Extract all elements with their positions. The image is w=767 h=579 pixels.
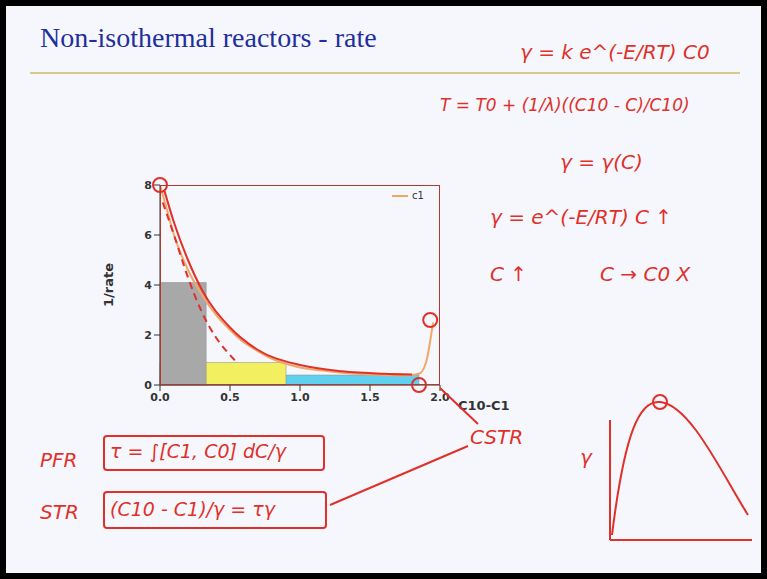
html-text:C ↑: C ↑ <box>490 262 528 286</box>
html-text:T = T0 + (1/λ)((C10 - C)/C10): T = T0 + (1/λ)((C10 - C)/C10) <box>440 95 690 115</box>
html-text:C10-C1: C10-C1 <box>458 398 510 413</box>
html-text:PFR: PFR <box>40 448 78 472</box>
svg-text:1.0: 1.0 <box>290 391 310 404</box>
html-text:C → C0 X: C → C0 X <box>600 262 691 286</box>
html-text:CSTR: CSTR <box>470 425 524 449</box>
html-text:γ: γ <box>580 445 592 469</box>
html-text:(C10 - C1)/γ = τγ: (C10 - C1)/γ = τγ <box>110 498 275 520</box>
svg-text:0: 0 <box>144 379 152 392</box>
html-text:STR: STR <box>40 500 79 524</box>
svg-text:1/rate: 1/rate <box>101 263 116 307</box>
svg-text:2: 2 <box>144 329 152 342</box>
svg-text:2.0: 2.0 <box>430 391 450 404</box>
html-text:Non-isothermal reactors - rate: Non-isothermal reactors - rate <box>40 22 377 53</box>
html-text:γ = e^(-E/RT) C ↑: γ = e^(-E/RT) C ↑ <box>490 205 673 229</box>
html-text:c1: c1 <box>412 190 424 201</box>
svg-text:4: 4 <box>144 279 152 292</box>
svg-text:8: 8 <box>144 179 152 192</box>
svg-text:1.5: 1.5 <box>360 391 380 404</box>
html-text:τ = ∫[C1, C0] dC/γ: τ = ∫[C1, C0] dC/γ <box>110 440 286 462</box>
svg-text:6: 6 <box>144 229 152 242</box>
html-text:γ = k e^(-E/RT) C0: γ = k e^(-E/RT) C0 <box>520 40 710 64</box>
svg-text:0.0: 0.0 <box>150 391 170 404</box>
html-text:γ = γ(C): γ = γ(C) <box>560 150 643 174</box>
svg-text:0.5: 0.5 <box>220 391 240 404</box>
